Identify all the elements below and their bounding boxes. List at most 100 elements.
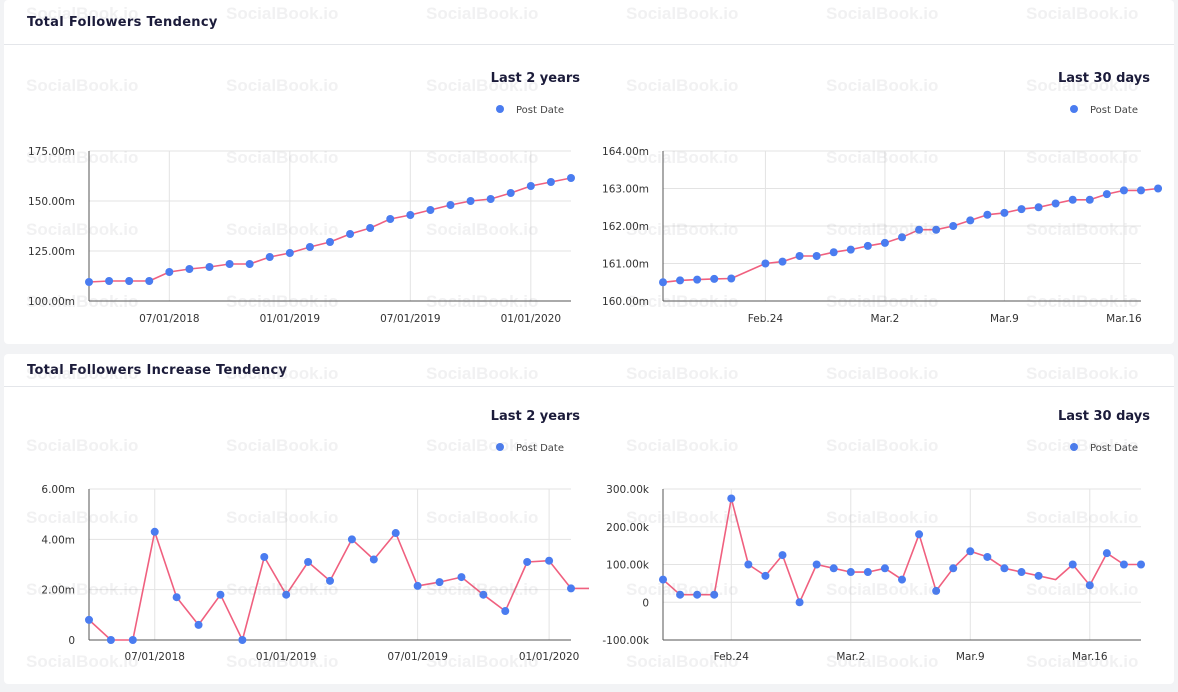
data-point <box>285 249 294 257</box>
followers-tendency-card: Total Followers Tendency Last 2 years Pos… <box>4 0 1174 344</box>
followers-30d-chart: Last 30 days Post Date 160.00m 161.00m 162.0… <box>602 71 1163 325</box>
followers-2y-chart: Last 2 years Post Date 100.00m 125.00m 150.0… <box>28 71 580 325</box>
x-tick-label: 07/01/2018 <box>139 313 200 325</box>
x-tick-label: 07/01/2018 <box>124 651 185 663</box>
y-tick-label: 125.00m <box>28 246 75 258</box>
data-point <box>915 225 924 234</box>
data-point <box>506 189 515 197</box>
legend-label: Post Date <box>516 105 564 116</box>
data-point <box>778 257 787 266</box>
data-point <box>260 552 269 561</box>
y-tick-label: 100.00m <box>28 296 75 308</box>
y-tick-label: 2.00m <box>41 585 75 597</box>
y-tick-label: 200.00k <box>606 522 650 534</box>
data-point <box>545 556 554 565</box>
data-point <box>567 584 575 593</box>
data-point <box>1102 549 1111 558</box>
data-point <box>710 590 719 599</box>
data-point <box>366 224 375 232</box>
data-point <box>829 564 838 573</box>
x-tick-label: 07/01/2019 <box>380 313 441 325</box>
data-point <box>369 555 378 564</box>
data-point <box>1034 203 1043 212</box>
legend-marker <box>1070 105 1078 113</box>
data-point <box>693 275 702 284</box>
data-point <box>1000 208 1009 217</box>
data-point <box>486 195 495 203</box>
data-point <box>761 571 770 580</box>
series-line <box>88 531 589 641</box>
data-point <box>106 636 115 644</box>
y-tick-label: 160.00m <box>602 296 649 308</box>
y-tick-label: 150.00m <box>28 196 75 208</box>
y-tick-label: 162.00m <box>602 221 649 233</box>
data-point <box>1051 199 1060 208</box>
data-point <box>880 564 889 573</box>
data-point <box>346 230 355 238</box>
data-point <box>165 268 174 276</box>
data-point <box>1034 571 1043 580</box>
data-point <box>676 276 685 285</box>
chart-title: Last 30 days <box>1058 409 1150 424</box>
x-tick-label: Feb.24 <box>748 313 784 325</box>
chart-title: Last 2 years <box>491 409 581 424</box>
data-point <box>386 215 395 223</box>
data-point <box>1017 205 1026 214</box>
data-point <box>863 568 872 577</box>
data-point <box>898 575 906 584</box>
data-point <box>526 182 535 190</box>
x-tick-label: 01/01/2020 <box>519 651 580 663</box>
data-point <box>727 274 736 283</box>
increase-2y-chart: Last 2 years Post Date 0 2.00m 4.00m 6.00m 07/… <box>41 409 589 663</box>
data-point <box>216 590 225 599</box>
data-point <box>1085 581 1094 590</box>
data-point <box>479 590 488 599</box>
legend-marker <box>1070 443 1078 451</box>
data-point <box>880 238 889 247</box>
data-point <box>1085 195 1094 204</box>
data-point <box>426 206 435 214</box>
data-point <box>1137 560 1145 569</box>
data-point <box>812 560 821 569</box>
series-line <box>662 497 1141 604</box>
data-point <box>185 265 194 273</box>
y-tick-label: 100.00k <box>606 560 650 572</box>
x-tick-label: Mar.16 <box>1106 313 1142 325</box>
x-tick-label: 07/01/2019 <box>387 651 448 663</box>
data-point <box>501 607 510 616</box>
legend-label: Post Date <box>516 443 564 454</box>
legend-marker <box>496 443 504 451</box>
x-tick-label: 01/01/2019 <box>256 651 317 663</box>
x-tick-label: Mar.9 <box>990 313 1019 325</box>
data-point <box>85 615 93 624</box>
x-tick-label: Mar.9 <box>956 651 985 663</box>
data-point <box>326 238 334 246</box>
data-point <box>966 547 975 556</box>
x-tick-label: 01/01/2020 <box>501 313 562 325</box>
increase-30d-chart: Last 30 days Post Date -100.00k 0 100.00k 200… <box>602 409 1150 663</box>
chart-title: Last 30 days <box>1058 71 1150 86</box>
section-divider <box>4 386 1174 387</box>
y-tick-label: 175.00m <box>28 146 75 158</box>
y-tick-label: 163.00m <box>602 184 649 196</box>
series-line <box>88 177 572 283</box>
data-point <box>966 216 975 225</box>
data-point <box>282 590 291 599</box>
section-divider <box>4 44 1174 45</box>
data-point <box>125 277 134 285</box>
data-point <box>659 278 667 287</box>
x-tick-label: Mar.2 <box>836 651 865 663</box>
data-point <box>710 274 719 283</box>
data-point <box>1000 564 1009 573</box>
data-point <box>523 557 532 566</box>
legend-label: Post Date <box>1090 443 1138 454</box>
y-tick-label: 164.00m <box>602 146 649 158</box>
data-point <box>326 576 334 585</box>
y-tick-label: 0 <box>68 635 75 647</box>
data-point <box>194 620 203 629</box>
data-point <box>863 241 872 250</box>
data-point <box>761 259 770 268</box>
data-point <box>105 277 114 285</box>
data-point <box>546 178 555 186</box>
legend-marker <box>496 105 504 113</box>
